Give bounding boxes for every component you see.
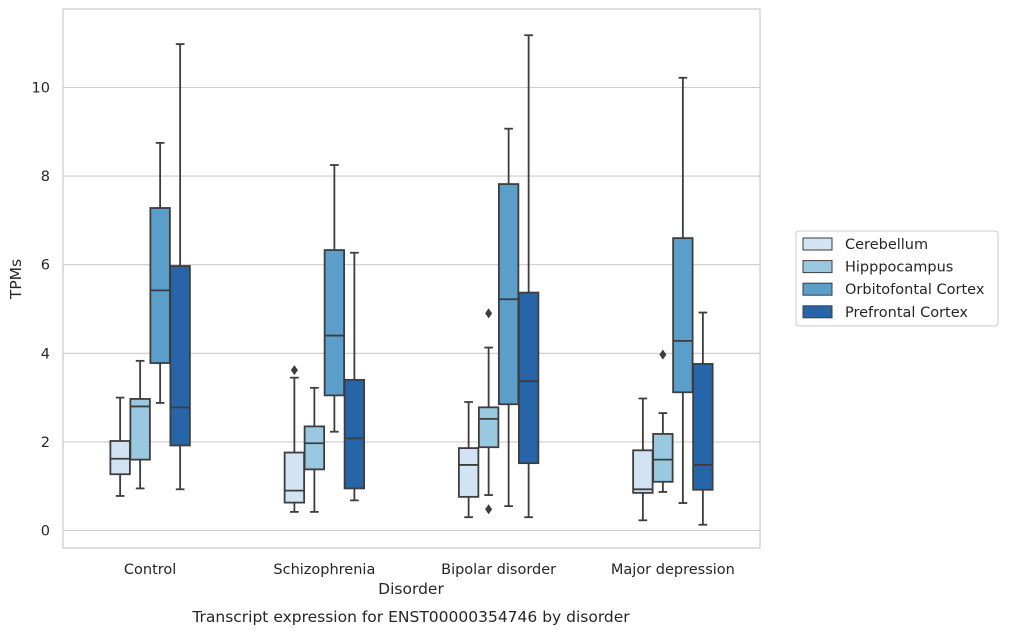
y-tick-label: 2: [41, 435, 50, 451]
box: [672, 237, 694, 394]
y-tick-label: 6: [41, 258, 50, 274]
legend-label: Hipppocampus: [845, 260, 953, 276]
box-plot: [692, 311, 714, 526]
y-tick-label: 8: [41, 169, 50, 185]
box-plot: [497, 127, 520, 508]
box-plot: [323, 164, 346, 433]
y-axis-label: TPMs: [7, 259, 25, 300]
legend-label: Cerebellum: [845, 237, 928, 253]
y-tick-label: 4: [41, 346, 50, 362]
y-tick-label: 10: [32, 81, 50, 97]
box: [149, 207, 171, 364]
series-prefrontal-cortex: [169, 34, 714, 526]
legend-label: Orbitofontal Cortex: [845, 282, 985, 298]
box: [109, 440, 131, 476]
outlier-point: [659, 349, 667, 360]
legend-swatch: [802, 282, 833, 296]
box-series: [109, 34, 714, 526]
x-tick-label: Control: [124, 562, 176, 578]
outlier-point: [485, 308, 493, 319]
box-plot: [457, 401, 480, 519]
outlier-point: [485, 504, 493, 515]
box: [652, 433, 674, 483]
x-tick-label: Major depression: [611, 562, 735, 578]
box: [343, 378, 366, 490]
box-plot: [169, 43, 191, 491]
box: [692, 363, 714, 491]
box: [129, 398, 151, 461]
series-cerebellum: [109, 365, 654, 522]
box-plot: [672, 76, 694, 504]
legend: Cerebellum Hipppocampus Orbitofontal Corte…: [795, 230, 999, 327]
box: [517, 291, 540, 465]
box: [632, 449, 654, 494]
box-plot: [632, 397, 654, 522]
box-plot: [283, 365, 306, 513]
y-tick-label: 0: [41, 524, 50, 540]
legend-swatch: [802, 305, 833, 319]
box: [169, 265, 191, 447]
box: [323, 249, 346, 397]
legend-swatch: [802, 237, 833, 251]
box-plot: [109, 396, 131, 497]
x-tick-label: Schizophrenia: [273, 562, 375, 578]
x-tick-labels: Control Schizophrenia Bipolar disorder Majo…: [124, 562, 735, 578]
x-tick-label: Bipolar disorder: [441, 562, 556, 578]
box: [497, 183, 520, 406]
box-plot: [129, 359, 151, 490]
box-plot: [477, 308, 500, 515]
series-hipppocampus: [129, 308, 674, 515]
box: [303, 425, 326, 471]
outlier-point: [290, 365, 298, 376]
box-plot: [517, 34, 540, 519]
series-orbitofontal-cortex: [149, 76, 694, 508]
plot-area-frame: [62, 8, 761, 549]
legend-frame: [795, 230, 999, 327]
box: [477, 406, 500, 449]
legend-label: Prefrontal Cortex: [845, 305, 968, 321]
box-plot: [343, 251, 366, 502]
box-plot: [652, 349, 674, 493]
box-plot: [149, 141, 171, 404]
y-tick-labels: 0 2 4 6 8 10: [32, 81, 50, 540]
box-plot: [303, 386, 326, 513]
box: [457, 447, 480, 498]
legend-swatch: [802, 260, 833, 274]
figure-caption: Transcript expression for ENST0000035474…: [191, 608, 630, 626]
box: [283, 451, 306, 504]
x-axis-label: Disorder: [378, 580, 444, 598]
